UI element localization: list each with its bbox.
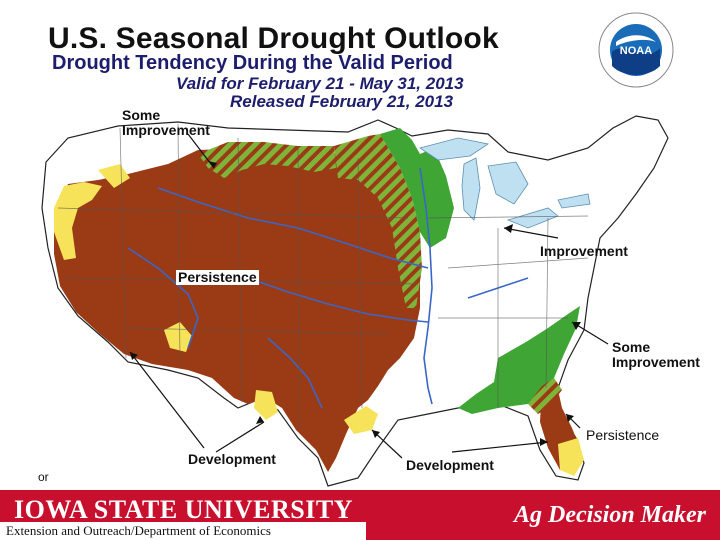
label-some-improvement-north: Some Improvement [122,107,210,138]
department-name: Extension and Outreach/Department of Eco… [0,522,366,540]
page-title: U.S. Seasonal Drought Outlook [48,22,499,55]
label-improvement: Improvement [540,243,628,259]
label-some-improvement-southeast: Some Improvement [612,339,700,370]
label-development-southwest: Development [188,451,276,467]
rivers [127,167,529,409]
us-map [41,115,669,487]
page-subtitle: Drought Tendency During the Valid Period [52,52,453,74]
lake-erie [506,207,559,229]
label-persistence-florida: Persistence [586,427,660,443]
lake-ontario [557,193,591,209]
noaa-logo: NOAA [598,12,674,88]
lake-superior [419,137,490,161]
label-persistence-main: Persistence [176,269,259,285]
some-improvement-region-plains [334,134,422,308]
lake-huron [487,161,529,205]
some-improvement-region-north [198,142,336,178]
development-region-west [54,182,102,260]
development-region-nw [98,164,130,188]
development-region-tx [254,390,278,420]
development-region-gulf [344,406,378,434]
label-partial: or [38,470,49,484]
label-development-south: Development [406,457,494,473]
persistence-region [54,148,420,472]
drought-outlook-map: Some Improvement Persistence Improvement… [28,108,700,488]
lake-michigan [461,157,481,221]
some-improvement-region-south [528,378,562,414]
institution-name: IOWA STATE UNIVERSITY [14,495,353,524]
development-region-fl [558,438,584,476]
header: U.S. Seasonal Drought Outlook Drought Te… [0,0,720,118]
pointer-arrowheads [130,161,581,446]
program-name: Ag Decision Maker [514,502,706,528]
valid-period: Valid for February 21 - May 31, 2013 [176,74,464,93]
release-date: Released February 21, 2013 [230,92,454,111]
noaa-logo-text: NOAA [620,45,652,57]
